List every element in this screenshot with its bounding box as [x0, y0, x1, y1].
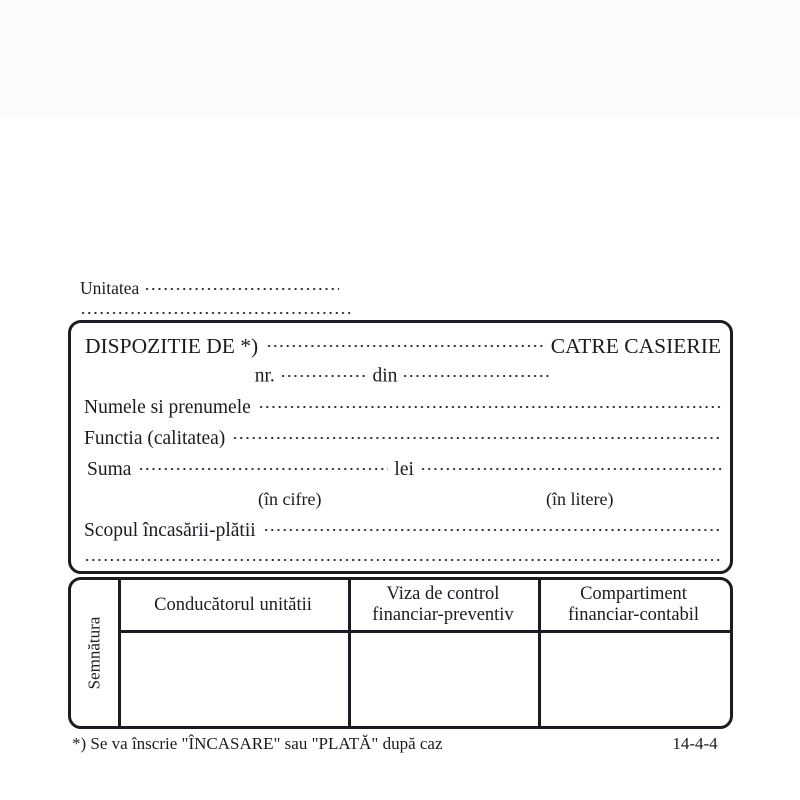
table-divider-0 — [118, 580, 121, 726]
unitatea-row: Unitatea — [80, 276, 380, 300]
functia-row: Functia (calitatea) — [84, 424, 722, 451]
hint-in-litere: (în litere) — [546, 489, 614, 509]
dispozitie-main-box: DISPOZITIE DE *) CATRE CASIERIE nr. din … — [68, 320, 733, 574]
semnatura-label: Semnătura — [84, 616, 104, 689]
table-header-separator — [118, 630, 730, 633]
data-dotted-field[interactable] — [402, 362, 553, 382]
suma-cifre-dotted-field[interactable] — [138, 455, 389, 475]
table-divider-1 — [348, 580, 351, 726]
scop-dotted-field[interactable] — [262, 516, 722, 536]
signature-table: Semnătura Conducătorul unitătii Viza de … — [68, 577, 733, 729]
hint-in-cifre: (în cifre) — [258, 489, 322, 509]
scop-dotted-field-line2[interactable] — [84, 546, 722, 566]
nume-prenume-row: Numele si prenumele — [84, 393, 722, 420]
column-header-conducator: Conducătorul unitătii — [118, 580, 348, 630]
nume-prenume-dotted-field[interactable] — [257, 393, 722, 413]
column-header-compartiment-label: Compartiment financiar-contabil — [568, 584, 699, 626]
scan-top-band — [0, 0, 800, 118]
nr-label: nr. — [254, 365, 275, 387]
column-header-viza-control-label: Viza de control financiar-preventiv — [372, 584, 513, 626]
numar-data-row: nr. din — [71, 362, 736, 389]
unitatea-label: Unitatea — [80, 278, 140, 298]
column-header-compartiment: Compartiment financiar-contabil — [538, 580, 729, 630]
form-title-suffix: CATRE CASIERIE — [550, 333, 721, 358]
column-header-conducator-label: Conducătorul unitătii — [154, 594, 312, 615]
nume-prenume-label: Numele si prenumele — [84, 396, 251, 418]
lei-label: lei — [394, 458, 414, 480]
suma-hints-row: (în cifre) (în litere) — [71, 487, 736, 511]
din-label: din — [372, 365, 398, 387]
title-dotted-field[interactable] — [266, 331, 543, 353]
unitatea-dotted-field-line2[interactable] — [80, 301, 352, 319]
functia-dotted-field[interactable] — [232, 424, 722, 444]
scop-row-continued — [84, 546, 722, 573]
semnatura-row-header: Semnătura — [71, 580, 118, 725]
form-title-row: DISPOZITIE DE *) CATRE CASIERIE — [85, 331, 721, 358]
table-divider-2 — [538, 580, 541, 726]
form-code: 14-4-4 — [672, 734, 718, 753]
scop-row: Scopul încasării-plătii — [84, 516, 722, 543]
suma-row: Suma lei — [87, 455, 722, 482]
suma-label: Suma — [87, 458, 132, 480]
compartiment-line2: financiar-contabil — [567, 605, 700, 625]
viza-control-line1: Viza de control — [386, 584, 500, 604]
viza-control-line2: financiar-preventiv — [372, 605, 514, 625]
suma-litere-dotted-field[interactable] — [419, 455, 722, 475]
form-title-prefix: DISPOZITIE DE *) — [85, 333, 259, 358]
unitatea-row-continued — [80, 300, 352, 324]
column-header-viza-control: Viza de control financiar-preventiv — [348, 580, 538, 630]
footnote-text: *) Se va înscrie "ÎNCASARE" sau "PLATĂ" … — [72, 734, 443, 753]
functia-label: Functia (calitatea) — [84, 427, 226, 449]
compartiment-line1: Compartiment — [580, 584, 687, 604]
scop-label: Scopul încasării-plătii — [84, 519, 256, 541]
unitatea-dotted-field[interactable] — [143, 277, 339, 295]
nr-dotted-field[interactable] — [279, 362, 368, 382]
form-sheet: Unitatea DISPOZITIE DE *) CATRE CASIERIE… — [0, 117, 800, 800]
